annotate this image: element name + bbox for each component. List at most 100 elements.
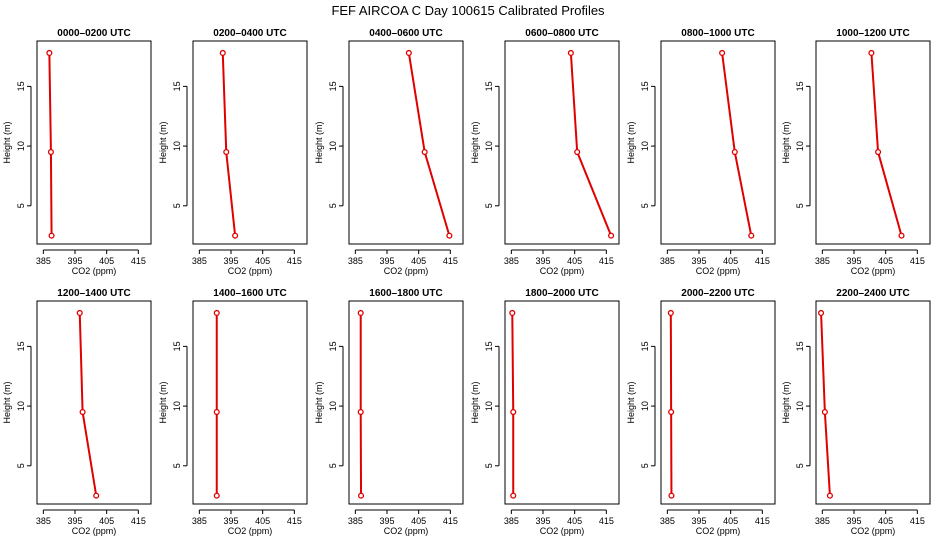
x-tick-label: 415 [910,256,925,266]
data-point [76,309,83,316]
data-point [48,232,55,239]
x-axis-label: CO2 (ppm) [851,526,896,536]
y-tick-label: 10 [172,141,182,151]
x-tick-label: 385 [815,516,830,526]
data-point [405,49,412,56]
y-axis-label: Height (m) [314,381,324,423]
x-tick-label: 405 [255,516,270,526]
y-tick-label: 10 [16,401,26,411]
profile-line [78,312,98,496]
panel: 0600–0800 UTC 385 395 405 415 CO2 (ppm) 5 10 15 H… [470,28,620,276]
x-tick-label: 395 [846,516,861,526]
y-axis-label: Height (m) [2,381,12,423]
plot-frame [348,300,464,505]
profile-line [721,52,753,236]
y-tick-label: 10 [640,401,650,411]
x-tick-label: 395 [535,516,550,526]
panel-title: 0800–1000 UTC [681,28,754,39]
x-tick-label: 405 [878,516,893,526]
data-point [868,49,875,56]
y-tick-label: 15 [16,341,26,351]
y-tick-label: 5 [484,203,494,208]
x-tick-label: 405 [723,516,738,526]
data-point [510,409,517,416]
x-axis-label: CO2 (ppm) [72,266,117,276]
y-axis-label: Height (m) [470,381,480,423]
panel: 0800–1000 UTC 385 395 405 415 CO2 (ppm) 5 10 15 H… [626,28,776,276]
x-tick-label: 415 [287,256,302,266]
panel-title: 1000–1200 UTC [836,28,909,39]
x-tick-label: 385 [192,516,207,526]
y-tick-label: 5 [172,463,182,468]
x-tick-label: 385 [504,516,519,526]
data-point [421,149,428,156]
x-tick-label: 395 [67,256,82,266]
x-tick-label: 405 [723,256,738,266]
y-tick-label: 15 [16,81,26,91]
panel: 0000–0200 UTC 385 395 405 415 CO2 (ppm) 5 10 15 H… [2,28,152,276]
data-point [46,49,53,56]
data-point [219,49,226,56]
panel: 1600–1800 UTC 385 395 405 415 CO2 (ppm) 5 10 15 H… [314,288,464,536]
panel-title: 1200–1400 UTC [57,288,130,299]
plot-frame [504,300,620,505]
y-tick-label: 5 [640,463,650,468]
y-tick-label: 15 [328,341,338,351]
plot-frame [815,300,931,505]
x-tick-label: 385 [348,256,363,266]
panel: 1200–1400 UTC 385 395 405 415 CO2 (ppm) 5 10 15 H… [2,288,152,536]
x-tick-label: 395 [691,516,706,526]
x-axis-label: CO2 (ppm) [72,526,117,536]
x-tick-label: 395 [223,516,238,526]
plot-frame [192,40,308,245]
y-tick-label: 10 [172,401,182,411]
y-axis-label: Height (m) [626,121,636,163]
data-point [79,409,86,416]
data-point [213,409,220,416]
panel-title: 1600–1800 UTC [369,288,442,299]
data-point [357,309,364,316]
x-tick-label: 385 [36,516,51,526]
data-point [213,309,220,316]
x-tick-label: 415 [599,256,614,266]
y-tick-label: 10 [795,401,805,411]
y-tick-label: 10 [16,141,26,151]
x-tick-label: 405 [99,516,114,526]
data-point [875,149,882,156]
panel: 2200–2400 UTC 385 395 405 415 CO2 (ppm) 5 10 15 H… [781,288,931,536]
data-point [357,492,365,499]
panel-title: 1400–1600 UTC [213,288,286,299]
y-tick-label: 10 [328,401,338,411]
plot-frame [348,40,464,245]
y-axis-label: Height (m) [626,381,636,423]
x-axis-label: CO2 (ppm) [384,266,429,276]
x-axis-label: CO2 (ppm) [540,266,585,276]
profile-line [820,312,831,496]
profile-line [407,52,451,236]
y-tick-label: 15 [484,81,494,91]
data-point [232,232,239,239]
y-axis-label: Height (m) [2,121,12,163]
data-point [574,149,581,156]
y-axis-label: Height (m) [314,121,324,163]
x-tick-label: 385 [660,256,675,266]
x-axis-label: CO2 (ppm) [384,526,429,536]
y-axis-label: Height (m) [781,121,791,163]
data-point [567,49,574,56]
y-tick-label: 10 [328,141,338,151]
y-tick-label: 15 [328,81,338,91]
x-tick-label: 385 [36,256,51,266]
y-tick-label: 15 [640,81,650,91]
y-tick-label: 15 [795,81,805,91]
data-point [223,149,230,156]
y-tick-label: 15 [172,341,182,351]
x-axis-label: CO2 (ppm) [696,266,741,276]
profile-line [669,312,673,496]
x-tick-label: 415 [287,516,302,526]
plot-frame [36,300,152,505]
data-point [668,409,675,416]
data-point [719,49,726,56]
data-point [357,409,364,416]
y-tick-label: 10 [484,401,494,411]
panel-title: 0600–0800 UTC [525,28,598,39]
